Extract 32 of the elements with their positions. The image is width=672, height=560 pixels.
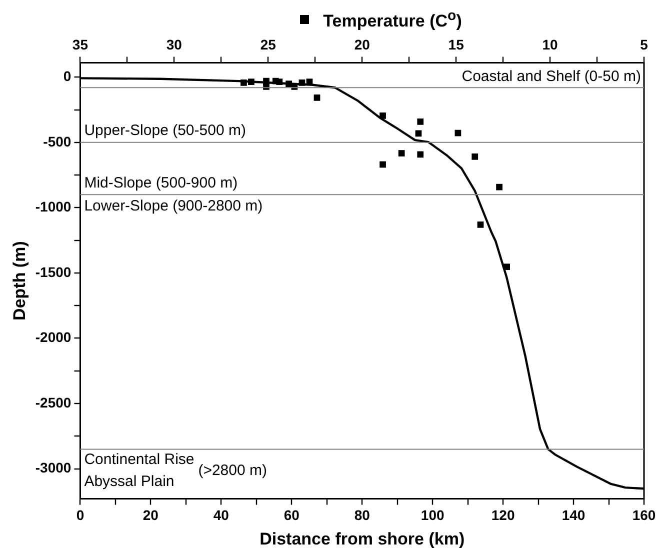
y-axis-title: Depth (m) [10,241,29,320]
x2-tick-label: 5 [640,36,648,52]
x-tick-label: 120 [491,507,515,524]
ref-line-label: Mid-Slope (500-900 m) [84,174,238,192]
x2-tick-label: 35 [72,36,88,52]
annotation: (>2800 m) [198,462,268,479]
x-tick-label: 0 [76,507,84,524]
x2-tick-label: 25 [260,36,276,52]
y-tick-label: -2500 [35,394,72,410]
ref-line-label: Continental Rise Abyssal Plain [84,450,194,490]
x-tick-label: 40 [213,507,230,524]
x2-tick-label: 15 [448,36,464,52]
x2-tick-label: 10 [542,36,558,52]
x-tick-label: 140 [562,507,586,524]
x2-tick-label: 20 [354,36,370,52]
x-tick-label: 80 [354,507,370,524]
ref-line-label: Coastal and Shelf (0-50 m) [462,68,641,86]
annotation: Lower-Slope (900-2800 m) [84,197,263,214]
ref-line-label: Upper-Slope (50-500 m) [84,122,246,140]
legend-label: Temperature (C$^{o}$) [323,8,462,32]
y-tick-label: -500 [43,133,72,150]
y-tick-label: -1500 [35,264,72,280]
x-tick-label: 160 [632,507,656,524]
y-tick-label: -3000 [35,460,72,476]
x-tick-label: 20 [142,507,159,524]
x-tick-label: 100 [420,507,444,524]
y-tick-label: 0 [63,68,72,84]
y-tick-label: -1000 [35,198,72,215]
x-tick-label: 60 [284,507,300,524]
x2-tick-label: 30 [166,36,182,52]
x-axis-title: Distance from shore (km) [260,529,465,548]
y-tick-label: -2000 [35,329,72,346]
